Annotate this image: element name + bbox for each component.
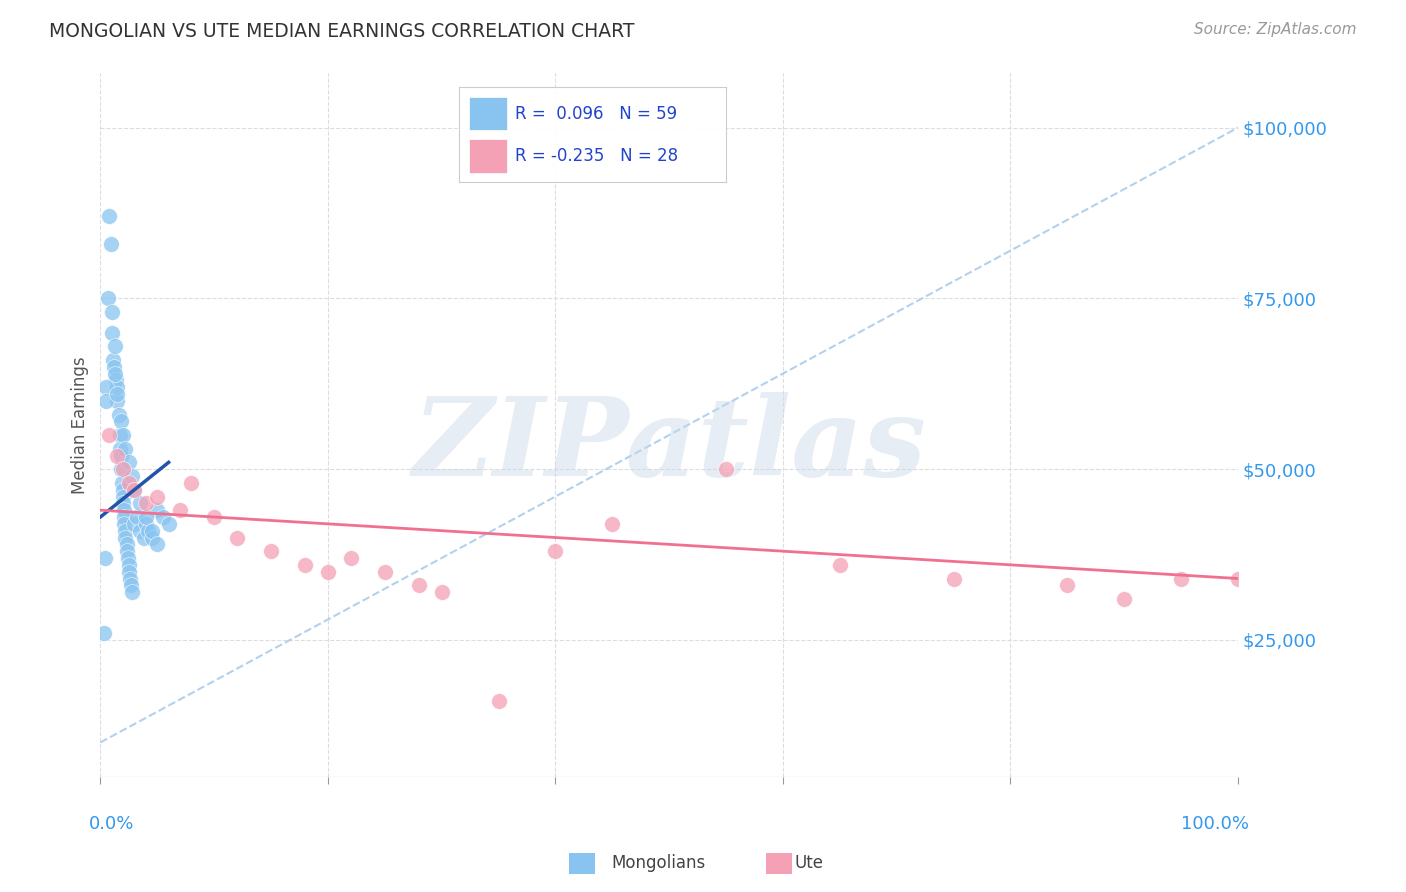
Point xyxy=(118,565,141,579)
Text: 0.0%: 0.0% xyxy=(89,815,135,833)
Point xyxy=(108,442,131,456)
Text: Ute: Ute xyxy=(794,855,824,872)
Point xyxy=(117,551,139,566)
Point xyxy=(157,516,180,531)
Point xyxy=(828,558,851,572)
Point xyxy=(135,510,157,524)
Point xyxy=(112,503,135,517)
Point xyxy=(112,490,135,504)
Point xyxy=(294,558,316,572)
Point xyxy=(1227,572,1250,586)
Point xyxy=(93,626,115,640)
Point xyxy=(135,516,157,531)
Point xyxy=(118,475,141,490)
Point xyxy=(316,565,339,579)
Point xyxy=(374,565,396,579)
Point xyxy=(112,462,135,476)
Point xyxy=(1170,572,1192,586)
Point xyxy=(121,585,143,599)
Point xyxy=(152,510,174,524)
Point xyxy=(98,210,121,224)
Point xyxy=(118,558,141,572)
Point xyxy=(1056,578,1078,592)
Point xyxy=(94,380,117,394)
Point xyxy=(1114,592,1136,607)
Point xyxy=(112,483,135,497)
Point xyxy=(118,572,141,586)
Point xyxy=(108,428,131,442)
Point xyxy=(141,524,163,538)
Point xyxy=(124,516,146,531)
Point xyxy=(169,503,191,517)
Point xyxy=(107,387,129,401)
Text: MONGOLIAN VS UTE MEDIAN EARNINGS CORRELATION CHART: MONGOLIAN VS UTE MEDIAN EARNINGS CORRELA… xyxy=(49,22,634,41)
Point xyxy=(110,462,132,476)
Point xyxy=(112,510,135,524)
Point xyxy=(129,524,152,538)
Point xyxy=(136,524,159,538)
Point xyxy=(97,292,120,306)
Point xyxy=(94,551,117,566)
Point xyxy=(114,442,136,456)
Point xyxy=(120,578,142,592)
Point xyxy=(600,516,623,531)
Point xyxy=(942,572,965,586)
Point xyxy=(430,585,453,599)
Point xyxy=(115,537,138,551)
Point xyxy=(339,551,361,566)
Point xyxy=(110,449,132,463)
Point xyxy=(544,544,567,558)
Point xyxy=(104,367,127,381)
Point xyxy=(110,414,132,428)
Point xyxy=(125,510,148,524)
Point xyxy=(114,524,136,538)
Point xyxy=(115,544,138,558)
Point xyxy=(146,490,169,504)
Point xyxy=(112,428,135,442)
Point xyxy=(488,694,510,708)
Point xyxy=(202,510,225,524)
Point xyxy=(408,578,430,592)
Point xyxy=(132,531,155,545)
Point xyxy=(112,496,135,510)
Point xyxy=(107,393,129,408)
Point xyxy=(114,531,136,545)
Text: Mongolians: Mongolians xyxy=(612,855,706,872)
Point xyxy=(260,544,283,558)
Point xyxy=(124,483,146,497)
Point xyxy=(107,449,129,463)
Point xyxy=(135,496,157,510)
Point xyxy=(107,408,129,422)
Point xyxy=(105,373,128,387)
Point xyxy=(146,503,169,517)
Point xyxy=(100,236,122,251)
Point xyxy=(101,352,124,367)
Point xyxy=(107,380,129,394)
Text: Source: ZipAtlas.com: Source: ZipAtlas.com xyxy=(1194,22,1357,37)
Point xyxy=(100,305,122,319)
Point xyxy=(103,359,125,374)
Y-axis label: Median Earnings: Median Earnings xyxy=(72,356,89,493)
Point xyxy=(121,469,143,483)
Point xyxy=(112,516,135,531)
Point xyxy=(118,455,141,469)
Point xyxy=(146,537,169,551)
Point xyxy=(100,326,122,340)
Point xyxy=(180,475,202,490)
Point xyxy=(111,475,134,490)
Point xyxy=(129,496,152,510)
Text: 100.0%: 100.0% xyxy=(1181,815,1250,833)
Point xyxy=(98,428,121,442)
Point xyxy=(225,531,247,545)
Point xyxy=(141,531,163,545)
Point xyxy=(124,483,146,497)
Point xyxy=(714,462,737,476)
Point xyxy=(94,393,117,408)
Point xyxy=(104,339,127,353)
Text: ZIPatlas: ZIPatlas xyxy=(412,392,927,500)
